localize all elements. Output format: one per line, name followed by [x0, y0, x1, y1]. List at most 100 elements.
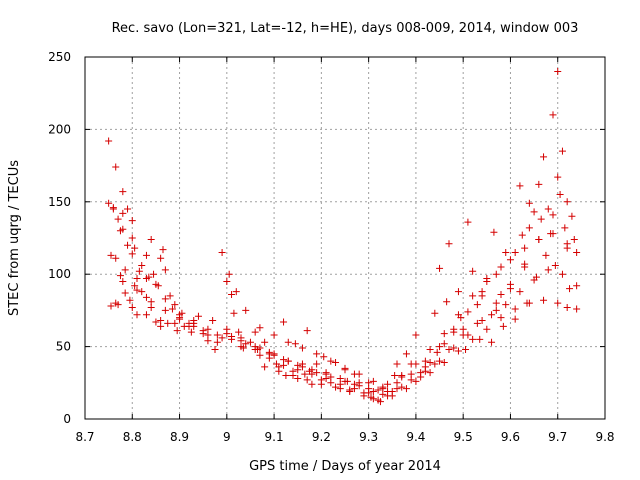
- data-point: [142, 251, 150, 259]
- data-point: [440, 359, 448, 367]
- data-point: [511, 315, 519, 323]
- data-point: [483, 325, 491, 333]
- data-point: [147, 235, 155, 243]
- data-point: [369, 395, 377, 403]
- data-point: [393, 360, 401, 368]
- data-point: [535, 180, 543, 188]
- data-point: [492, 270, 500, 278]
- grid-lines: [85, 57, 605, 419]
- data-point: [558, 147, 566, 155]
- data-point: [573, 282, 581, 290]
- data-point: [185, 322, 193, 330]
- data-point: [402, 385, 410, 393]
- data-point: [223, 330, 231, 338]
- data-point: [502, 301, 510, 309]
- data-point: [365, 385, 373, 393]
- data-point: [256, 351, 264, 359]
- data-point: [313, 350, 321, 358]
- data-point: [506, 256, 514, 264]
- data-point: [563, 198, 571, 206]
- data-point: [261, 338, 269, 346]
- data-point: [566, 285, 574, 293]
- data-point: [521, 260, 529, 268]
- data-point: [230, 309, 238, 317]
- data-point: [313, 369, 321, 377]
- data-point: [525, 299, 533, 307]
- data-point: [469, 292, 477, 300]
- data-point: [511, 248, 519, 256]
- data-point: [303, 376, 311, 384]
- data-point: [128, 217, 136, 225]
- data-point: [114, 215, 122, 223]
- data-point: [369, 377, 377, 385]
- data-point: [384, 380, 392, 388]
- data-point: [322, 370, 330, 378]
- x-tick-label: 8.9: [170, 430, 189, 444]
- data-point: [211, 345, 219, 353]
- data-point: [150, 270, 158, 278]
- data-point: [270, 331, 278, 339]
- data-point: [320, 353, 328, 361]
- x-tick-label: 9.6: [501, 430, 520, 444]
- data-point: [223, 277, 231, 285]
- data-point: [152, 280, 160, 288]
- data-point: [478, 288, 486, 296]
- data-point: [218, 248, 226, 256]
- data-point: [105, 137, 113, 145]
- data-point: [469, 267, 477, 275]
- data-point: [492, 299, 500, 307]
- data-point: [462, 345, 470, 353]
- data-point: [511, 305, 519, 313]
- data-point: [360, 392, 368, 400]
- data-point: [301, 370, 309, 378]
- data-point: [126, 296, 134, 304]
- data-point: [228, 335, 236, 343]
- data-point: [431, 360, 439, 368]
- data-point: [308, 380, 316, 388]
- data-point: [251, 343, 259, 351]
- data-point: [374, 386, 382, 394]
- data-point: [391, 372, 399, 380]
- x-tick-label: 9.8: [595, 430, 614, 444]
- data-point: [232, 288, 240, 296]
- data-point: [421, 357, 429, 365]
- data-point: [454, 347, 462, 355]
- data-point: [492, 306, 500, 314]
- data-point: [341, 377, 349, 385]
- data-point: [393, 379, 401, 387]
- plot-frame: [84, 56, 606, 420]
- data-point: [473, 301, 481, 309]
- data-point: [431, 309, 439, 317]
- data-point: [426, 359, 434, 367]
- data-point: [119, 188, 127, 196]
- data-point: [280, 318, 288, 326]
- data-point: [332, 359, 340, 367]
- data-point: [213, 338, 221, 346]
- y-tick-label: 0: [63, 412, 71, 426]
- data-point: [497, 314, 505, 322]
- x-tick-label: 9: [223, 430, 231, 444]
- data-point: [157, 254, 165, 262]
- x-tick-label: 9.1: [265, 430, 284, 444]
- data-point: [171, 319, 179, 327]
- y-tick-label: 200: [48, 122, 71, 136]
- data-point: [374, 396, 382, 404]
- data-point: [332, 383, 340, 391]
- data-point: [121, 289, 129, 297]
- data-point: [298, 363, 306, 371]
- axis-ticks: [84, 56, 606, 420]
- data-point: [105, 199, 113, 207]
- data-point: [346, 387, 354, 395]
- data-point: [135, 267, 143, 275]
- data-point: [525, 199, 533, 207]
- data-point: [131, 244, 139, 252]
- data-point: [464, 218, 472, 226]
- data-point: [433, 348, 441, 356]
- x-tick-label: 9.2: [312, 430, 331, 444]
- data-point: [112, 254, 120, 262]
- data-point: [161, 306, 169, 314]
- data-point: [549, 230, 557, 238]
- data-point: [473, 319, 481, 327]
- data-point: [516, 288, 524, 296]
- data-point: [369, 387, 377, 395]
